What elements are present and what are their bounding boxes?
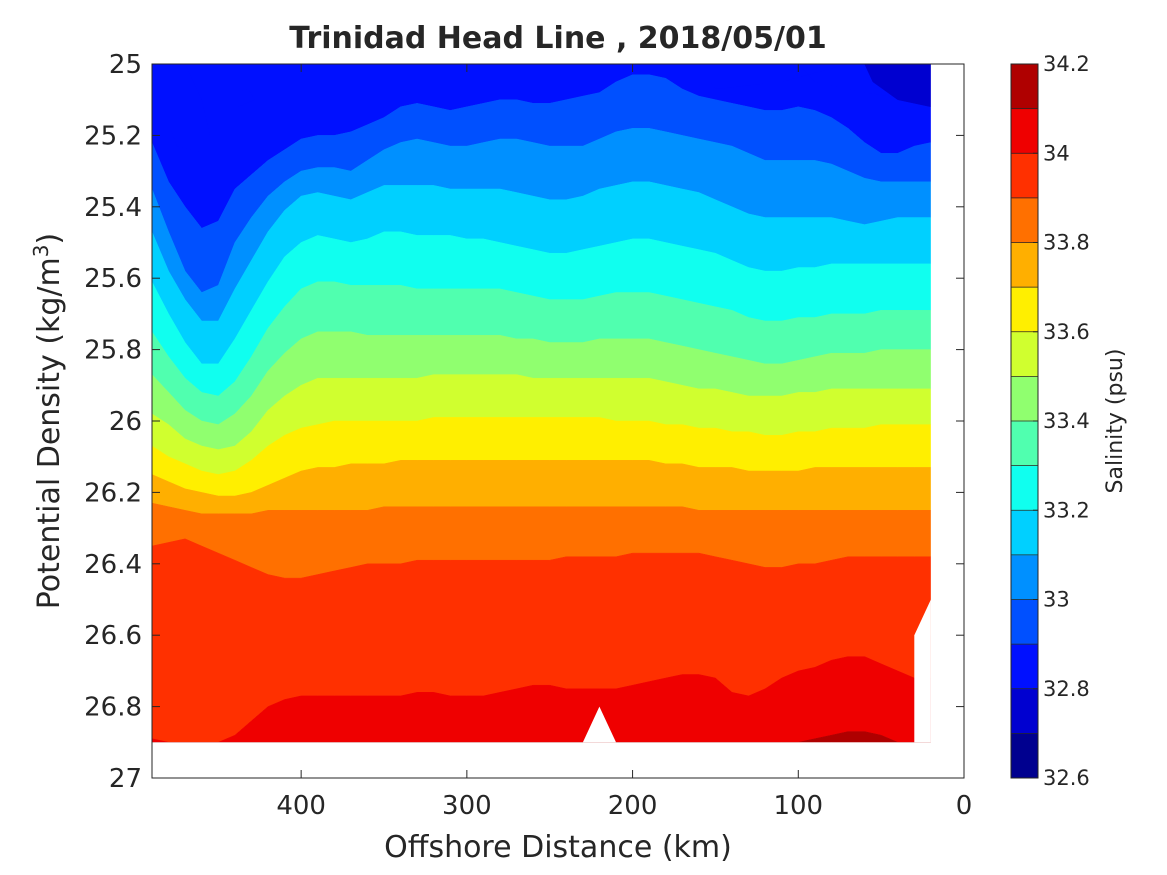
colorbar-label: Salinity (psu) <box>1103 349 1128 494</box>
colorbar-cell <box>1011 554 1038 600</box>
colorbar-tick-label: 33.2 <box>1043 498 1090 522</box>
colorbar-cell <box>1011 421 1038 467</box>
y-tick-label: 26.4 <box>84 550 142 580</box>
colorbar-ticks: 32.6 32.8 33 33.2 33.4 33.6 33.8 34 34.2 <box>1033 52 1090 790</box>
colorbar-cell <box>1011 465 1038 511</box>
colorbar-cell <box>1011 197 1038 243</box>
colorbar-cell <box>1011 153 1038 199</box>
colorbar-tick-label: 32.8 <box>1043 677 1090 701</box>
x-tick-label: 0 <box>956 791 973 821</box>
y-axis-label-text: Potential Density (kg/m <box>32 257 67 609</box>
colorbar-cell <box>1011 64 1038 110</box>
no-data-region <box>582 706 616 743</box>
y-tick-label: 25.6 <box>84 264 142 294</box>
x-axis-ticks: 400 300 200 100 0 <box>276 64 972 821</box>
no-data-bottom <box>152 742 964 778</box>
colorbar-cell <box>1011 242 1038 288</box>
colorbar-tick-label: 33 <box>1043 588 1070 612</box>
colorbar-cell <box>1011 287 1038 333</box>
colorbar-tick-label: 33.8 <box>1043 231 1090 255</box>
x-tick-label: 200 <box>608 791 658 821</box>
low-salinity-patch <box>234 88 256 108</box>
x-tick-label: 400 <box>276 791 326 821</box>
y-tick-label: 25.4 <box>84 193 142 223</box>
plot-area <box>152 64 964 778</box>
colorbar-cells <box>1011 64 1038 779</box>
x-tick-label: 100 <box>773 791 823 821</box>
colorbar-cell <box>1011 376 1038 422</box>
y-tick-label: 27 <box>109 764 142 794</box>
colorbar-tick-label: 34.2 <box>1043 52 1090 76</box>
colorbar-cell <box>1011 644 1038 690</box>
y-tick-label: 25 <box>109 50 142 80</box>
x-axis-label: Offshore Distance (km) <box>384 830 732 865</box>
low-salinity-patch <box>864 64 932 108</box>
y-tick-label: 26.8 <box>84 693 142 723</box>
y-axis-ticks: 25 25.2 25.4 25.6 25.8 26 26.2 26.4 26.6 26.8 27 <box>84 50 964 794</box>
chart-title: Trinidad Head Line , 2018/05/01 <box>289 21 826 56</box>
y-tick-label: 25.8 <box>84 336 142 366</box>
y-axis-label: Potential Density (kg/m3) <box>29 233 67 609</box>
no-data-region <box>914 599 931 743</box>
y-axis-label-suffix: ) <box>32 233 67 245</box>
y-tick-label: 26 <box>109 407 142 437</box>
y-tick-label: 26.2 <box>84 478 142 508</box>
colorbar-tick-label: 33.6 <box>1043 320 1090 344</box>
salinity-contour-bands <box>152 64 932 743</box>
colorbar-cell <box>1011 108 1038 154</box>
low-salinity-patch <box>152 64 211 154</box>
x-tick-label: 300 <box>442 791 492 821</box>
colorbar-tick-label: 34 <box>1043 141 1070 165</box>
colorbar-cell <box>1011 599 1038 645</box>
colorbar-cell <box>1011 733 1038 779</box>
y-axis-label-superscript: 3 <box>29 244 53 257</box>
colorbar: 32.6 32.8 33 33.2 33.4 33.6 33.8 34 34.2 Salinit… <box>1010 52 1128 790</box>
colorbar-cell <box>1011 331 1038 377</box>
y-tick-label: 26.6 <box>84 621 142 651</box>
y-tick-label: 25.2 <box>84 121 142 151</box>
colorbar-cell <box>1011 688 1038 734</box>
colorbar-tick-label: 33.4 <box>1043 409 1090 433</box>
colorbar-cell <box>1011 510 1038 556</box>
colorbar-tick-label: 32.6 <box>1043 766 1090 790</box>
